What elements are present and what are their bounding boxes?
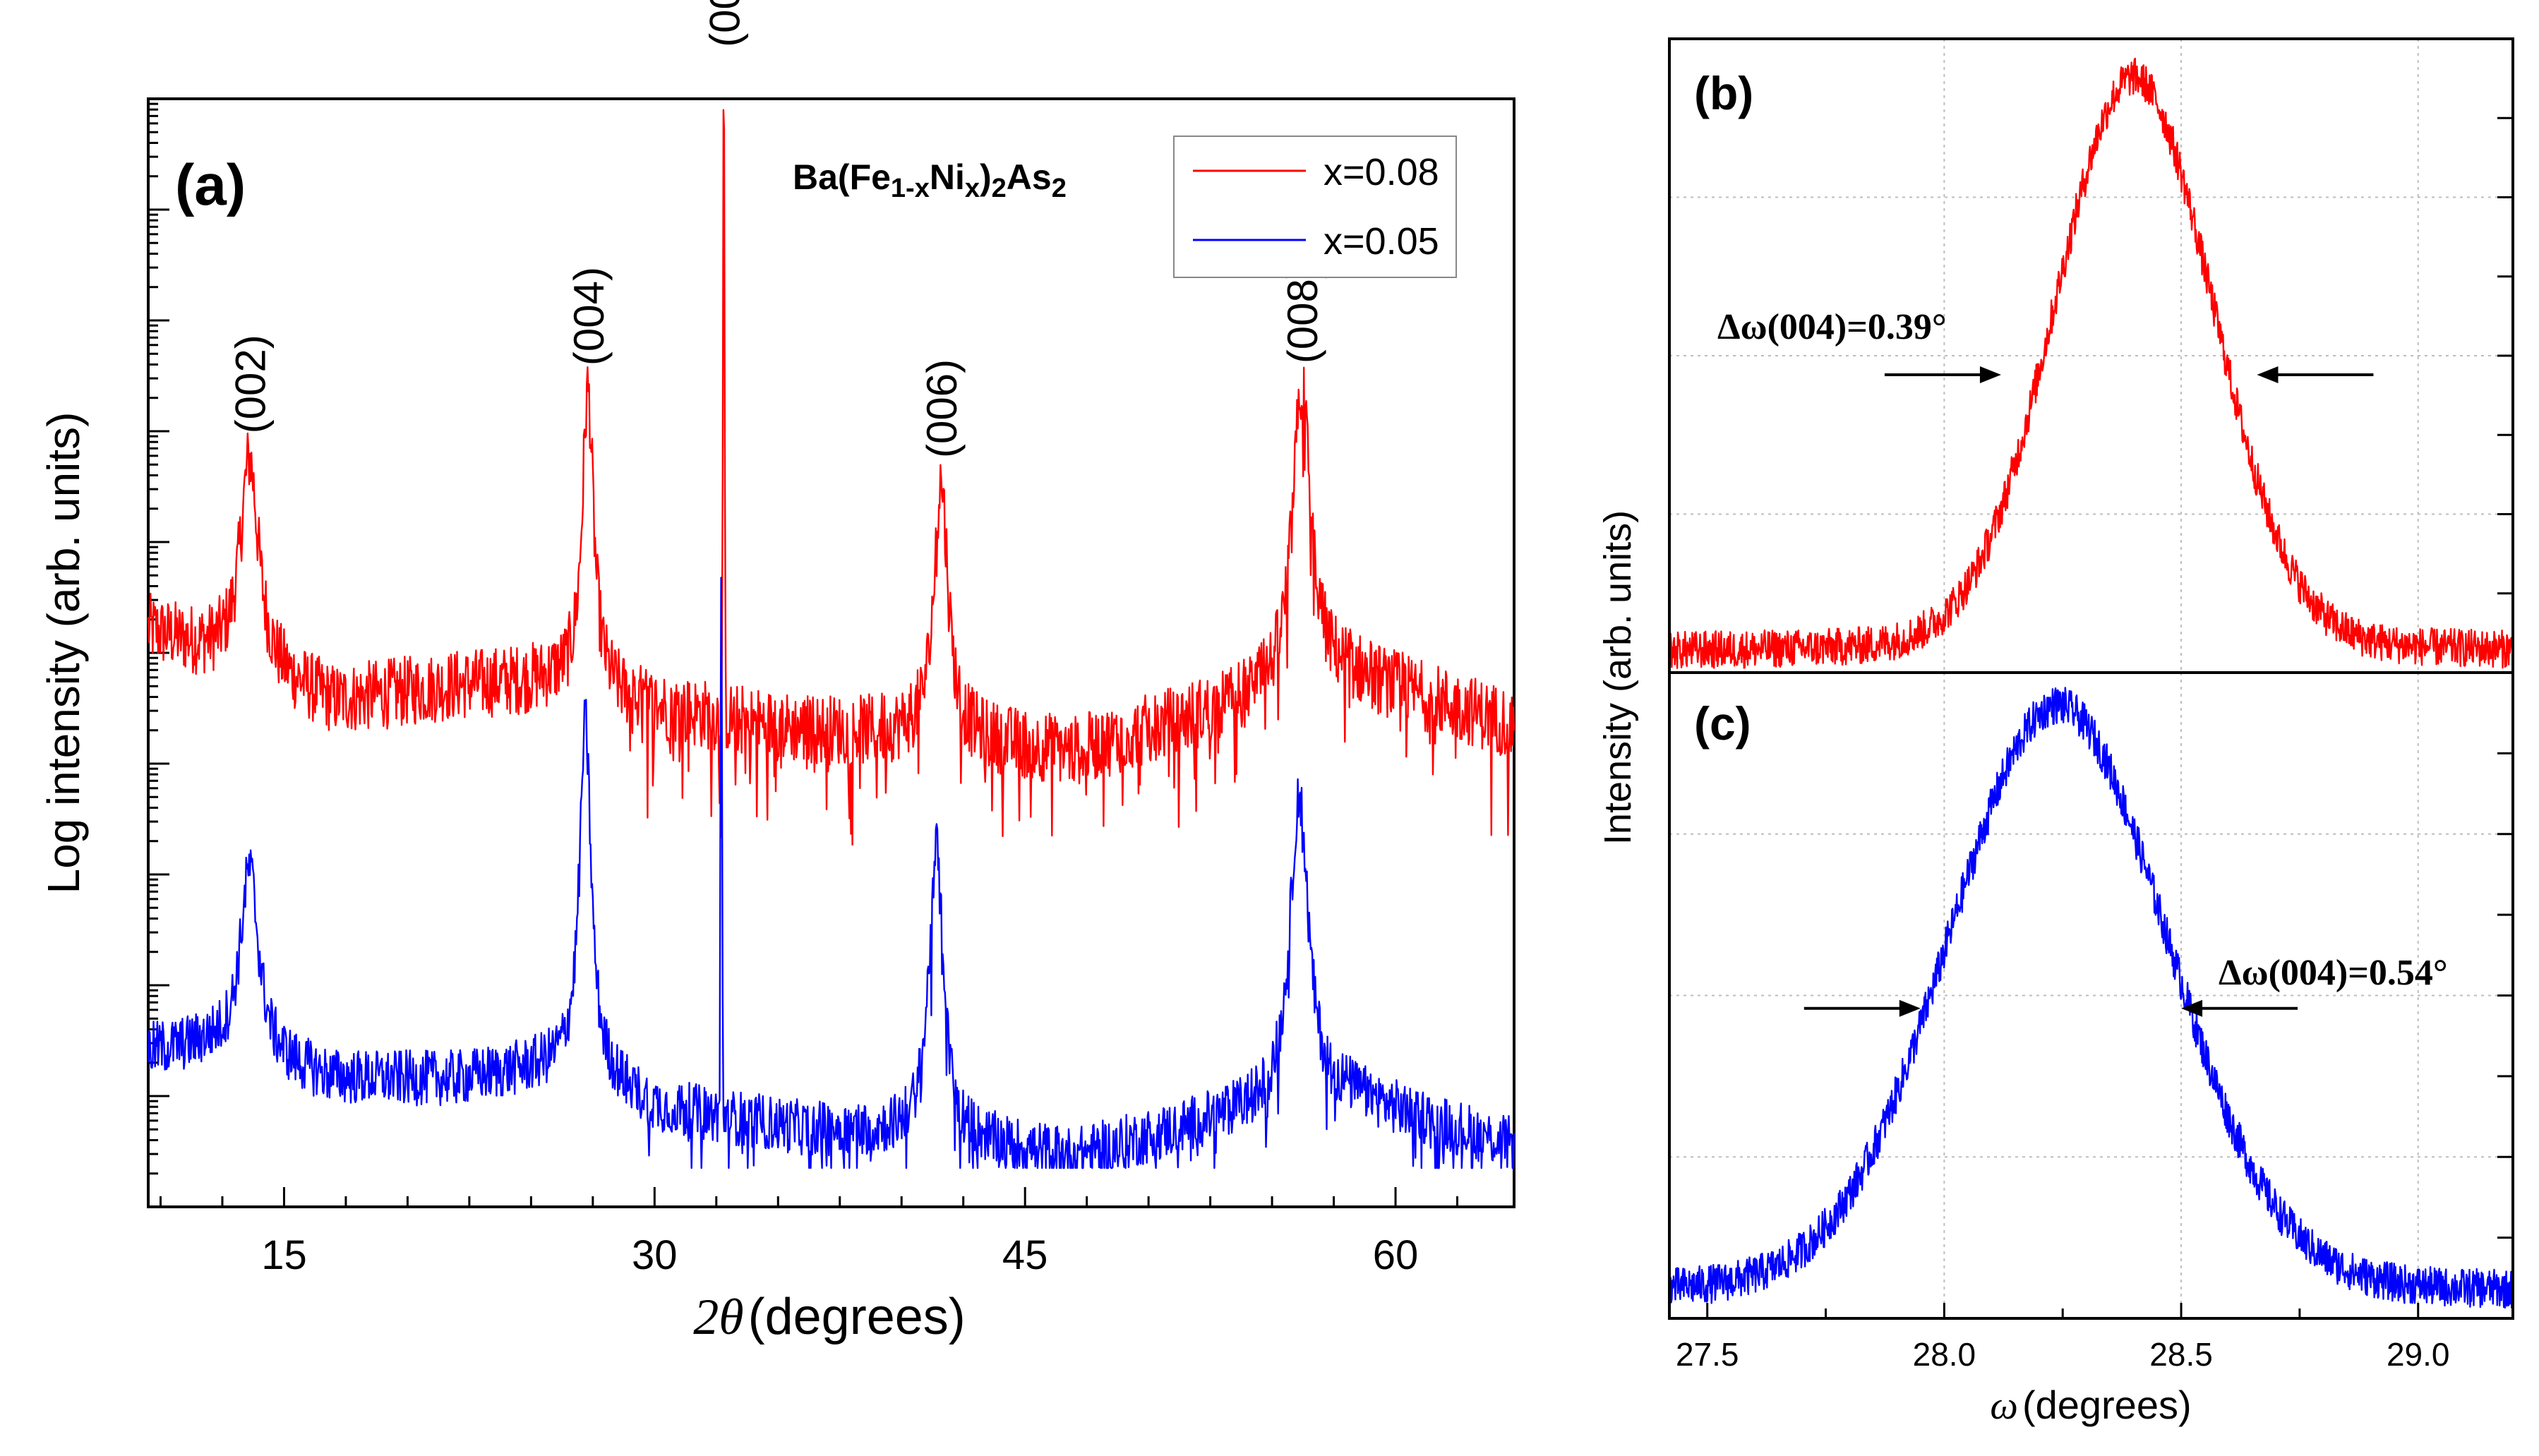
peak-label: (006) (918, 359, 966, 458)
series-line-x008 (147, 109, 1515, 846)
panel-b-label: (b) (1694, 67, 1753, 119)
panel-a-peak-labels: (002) (004) (006) (008) (002) CaF2 (227, 0, 1326, 458)
panel-c-fwhm-annotation: Δω(004)=0.54° (2219, 953, 2448, 993)
panel-c-fwhm-arrows (1803, 999, 2298, 1017)
fwhm-arrowhead-left (1899, 999, 1921, 1017)
legend-label-x005: x=0.05 (1323, 220, 1439, 263)
panel-c-x-tick-label: 27.5 (1676, 1336, 1739, 1373)
panel-a-x-axis-label: 2θ(degrees) (693, 1289, 966, 1345)
rocking-curve-005 (1668, 687, 2514, 1309)
panel-a-x-tick-label: 15 (261, 1232, 307, 1278)
panel-bc-y-axis-label: Intensity (arb. units) (1597, 510, 1639, 845)
panel-b: (b) Δω(004)=0.39° (1668, 37, 2514, 674)
legend-box (1173, 136, 1457, 278)
peak-label: (004) (565, 267, 613, 366)
panel-b-fwhm-arrows (1884, 366, 2374, 383)
panel-a-x-tick-label: 30 (632, 1232, 678, 1278)
peak-label: (008) (1279, 265, 1326, 363)
fwhm-arrowhead-left (1979, 366, 2001, 383)
panel-b-grid (1669, 39, 2513, 673)
legend-title: Ba(Fe1-xNix)2As2 (793, 157, 1067, 203)
peak-label-caf2: (002) CaF2 (701, 0, 755, 47)
panel-c-x-ticks: 27.5 28.0 28.5 29.0 (1676, 1303, 2450, 1373)
panel-a-x-tick-label: 60 (1373, 1232, 1419, 1278)
panel-a-y-axis-label: Log intensity (arb. units) (38, 412, 89, 894)
panel-a-x-ticks: 15 30 45 60 (159, 1187, 1459, 1278)
fwhm-arrowhead-right (2257, 366, 2279, 383)
panel-a-label: (a) (175, 153, 246, 217)
panel-a-x-tick-label: 45 (1002, 1232, 1048, 1278)
panel-c-plot-frame (1668, 671, 2514, 1320)
peak-label: (002) (227, 335, 274, 433)
panel-b-plot-frame (1668, 37, 2514, 674)
fwhm-arrowhead-right (2181, 999, 2203, 1017)
panel-a-y-ticks (148, 97, 169, 1208)
panel-c: 27.5 28.0 28.5 29.0 (c) Δω(004)=0.54° Inten… (1597, 510, 2514, 1428)
panel-c-x-tick-label: 29.0 (2387, 1336, 2450, 1373)
panel-a-series (147, 109, 1515, 1169)
panel-c-label: (c) (1694, 697, 1751, 750)
panel-b-y-ticks (2497, 116, 2513, 595)
panel-c-x-axis-label: ω (degrees) (1990, 1383, 2191, 1428)
panel-c-x-tick-label: 28.0 (1913, 1336, 1976, 1373)
panel-c-series (1668, 687, 2514, 1309)
panel-c-y-ticks (2497, 752, 2513, 1239)
panel-b-fwhm-annotation: Δω(004)=0.39° (1717, 307, 1947, 347)
panel-c-x-tick-label: 28.5 (2149, 1336, 2213, 1373)
legend-label-x008: x=0.08 (1323, 151, 1439, 193)
rocking-curve-008 (1668, 57, 2514, 669)
legend: x=0.08 x=0.05 (1173, 136, 1457, 278)
panel-c-grid (1669, 673, 2513, 1318)
panel-b-series (1668, 57, 2514, 669)
series-line-x005 (147, 577, 1515, 1169)
